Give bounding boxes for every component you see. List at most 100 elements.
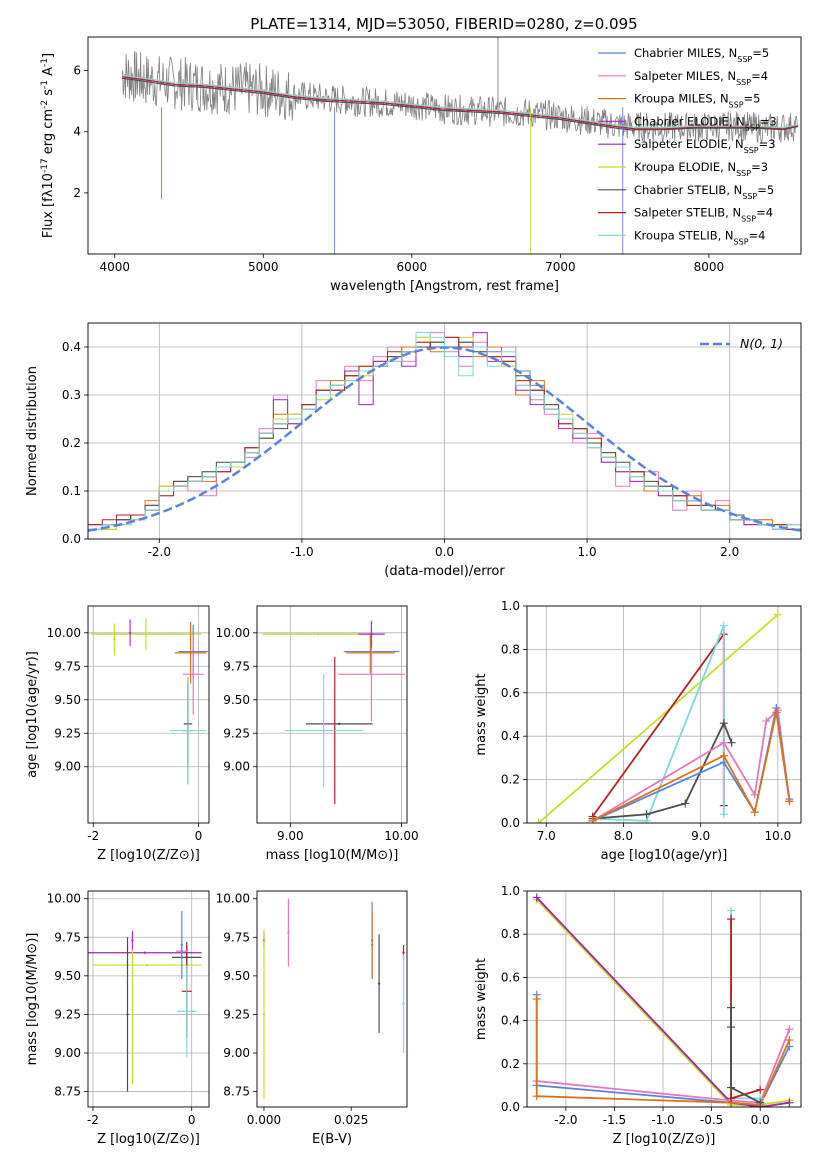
y-tick-label: 9.00 — [54, 760, 81, 774]
model-line — [122, 74, 635, 128]
plot-area-spectrum — [121, 37, 799, 254]
data-point — [186, 729, 190, 732]
y-tick-label: 1.0 — [501, 599, 520, 613]
weight-line — [730, 1007, 761, 1104]
y-tick-label: 10.00 — [47, 626, 81, 640]
x-axis-label: Z [log10(Z/Z⊙)] — [97, 1132, 200, 1147]
axes-frame — [87, 605, 210, 824]
y-tick-label: 0.0 — [501, 1100, 520, 1114]
y-axis-label: Flux [fλ10-17 erg cm-2 s-1 A-1] — [40, 53, 56, 238]
y-tick-label: 0.4 — [501, 1014, 520, 1028]
y-tick-label: 10.00 — [216, 626, 250, 640]
histogram-step — [88, 332, 801, 530]
plot-area-mass-vs-ebv — [262, 898, 405, 1100]
x-tick-label: 0.025 — [334, 1113, 368, 1127]
x-tick-label: 0 — [188, 1113, 196, 1127]
legend-label: Kroupa ELODIE, NSSP=3 — [634, 160, 768, 178]
x-tick-label: 0.000 — [247, 1113, 281, 1127]
data-point — [180, 943, 184, 947]
data-point — [185, 1010, 188, 1013]
y-tick-label: 0.6 — [501, 970, 520, 984]
legend-label: Salpeter MILES, NSSP=4 — [634, 69, 768, 87]
y-tick-label: 0.3 — [62, 388, 81, 402]
axes-frame — [87, 36, 802, 255]
data-point — [131, 1008, 134, 1011]
panel-age-vs-mass: 9.00 10.00 9.00 9.25 9.50 9.75 10.00 mass [log1… — [216, 605, 419, 863]
x-tick-label: -1.0 — [290, 545, 313, 559]
weight-line — [536, 896, 790, 1107]
y-tick-label: 6 — [73, 64, 81, 78]
data-point — [146, 963, 149, 967]
y-tick-label: 0.8 — [501, 927, 520, 941]
data-point — [402, 951, 405, 954]
y-axis-label: Normed distribution — [25, 366, 40, 496]
data-point — [262, 1013, 266, 1016]
y-tick-label: 8.75 — [54, 1085, 81, 1099]
weight-line — [537, 614, 779, 823]
x-axis-label: (data-model)/error — [384, 564, 505, 579]
legend-label: Salpeter ELODIE, NSSP=3 — [634, 137, 776, 155]
y-tick-label: 9.00 — [223, 1046, 250, 1060]
axes-frame — [526, 605, 802, 824]
x-axis-label: wavelength [Angstrom, rest frame] — [330, 279, 559, 294]
y-tick-label: 4 — [73, 125, 81, 139]
x-tick-label: 10.0 — [764, 829, 791, 843]
y-tick-label: 9.25 — [54, 726, 81, 740]
y-tick-label: 9.75 — [223, 930, 250, 944]
data-point — [287, 931, 290, 934]
y-tick-label: 2 — [73, 186, 81, 200]
x-axis-label: age [log10(age/yr)] — [601, 848, 728, 863]
panel-weight-vs-age: 7.0 8.0 9.0 10.0 0.0 0.2 0.4 0.6 0.8 1.0 age [log1… — [474, 599, 802, 863]
x-tick-label: -0.5 — [700, 1113, 723, 1127]
y-tick-label: 9.75 — [54, 659, 81, 673]
x-tick-label: 0.0 — [751, 1113, 770, 1127]
legend: Chabrier MILES, NSSP=5 Salpeter MILES, NS… — [598, 46, 777, 246]
data-point — [402, 1002, 405, 1005]
data-point — [113, 638, 116, 641]
legend-label: Chabrier MILES, NSSP=5 — [634, 46, 769, 64]
model-line — [634, 124, 799, 129]
panel-mass-vs-Z: -2 0 8.75 9.00 9.25 9.50 9.75 10.00 Z [log10(Z/Z… — [25, 890, 210, 1147]
y-tick-label: 9.50 — [54, 693, 81, 707]
y-tick-label: 8.75 — [223, 1085, 250, 1099]
model-line — [122, 77, 635, 131]
y-tick-label: 0.8 — [501, 642, 520, 656]
data-point — [322, 729, 325, 732]
y-axis-label: age [log10(age/yr)] — [25, 651, 40, 778]
x-tick-label: 4000 — [99, 260, 130, 274]
y-tick-label: 0.4 — [62, 340, 81, 354]
data-point — [143, 951, 146, 954]
data-point — [189, 651, 192, 655]
panel-weight-vs-Z: -2.0 -1.5 -1.0 -0.5 0.0 0.0 0.2 0.4 0.6 0.8 1.0 Z [… — [474, 884, 802, 1147]
y-tick-label: 9.75 — [223, 659, 250, 673]
data-point — [128, 631, 132, 634]
x-tick-label: 7000 — [545, 260, 576, 274]
y-tick-label: 0.2 — [62, 436, 81, 450]
plot-area-residuals — [88, 332, 801, 532]
x-tick-label: 5000 — [248, 260, 279, 274]
x-axis-label: E(B-V) — [312, 1132, 352, 1147]
y-tick-label: 9.75 — [54, 930, 81, 944]
axes-frame — [87, 322, 802, 540]
weight-line — [730, 919, 761, 1100]
x-tick-label: -2 — [87, 829, 99, 843]
y-axis-label: mass [log10(M/M⊙)] — [25, 933, 40, 1066]
plot-area-weight-vs-Z — [532, 893, 794, 1107]
x-axis-label: mass [log10(M/M⊙)] — [266, 848, 399, 863]
y-tick-label: 9.00 — [223, 760, 250, 774]
panel-spectrum: 4000 5000 6000 7000 8000 2 4 6 wavelength [Angst… — [40, 36, 802, 294]
y-tick-label: 9.25 — [54, 1007, 81, 1021]
axes-frame — [87, 890, 210, 1108]
observed-spectrum — [121, 51, 798, 143]
x-tick-label: 8.0 — [614, 829, 633, 843]
y-tick-label: 1.0 — [501, 884, 520, 898]
data-point — [144, 632, 148, 636]
x-tick-label: 7.0 — [537, 829, 556, 843]
y-tick-label: 0.4 — [501, 729, 520, 743]
legend-label: Chabrier STELIB, NSSP=5 — [634, 183, 774, 201]
model-line — [634, 126, 799, 131]
plot-area-age-vs-mass — [262, 620, 405, 805]
x-tick-label: 0.0 — [435, 545, 454, 559]
model-line — [122, 76, 635, 130]
